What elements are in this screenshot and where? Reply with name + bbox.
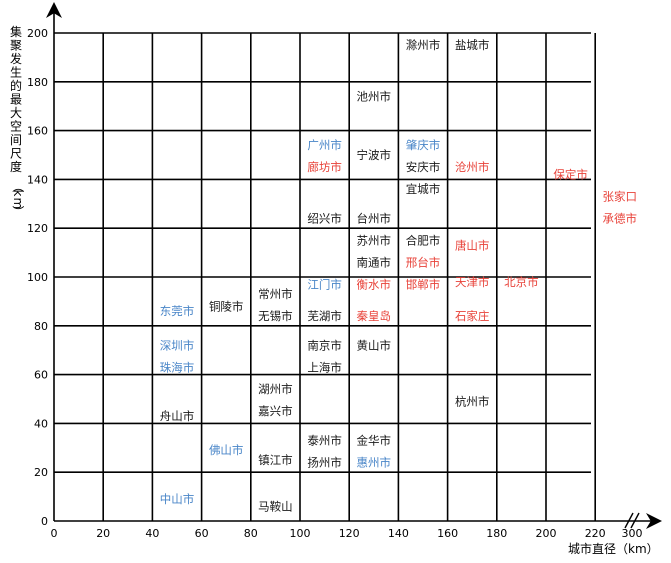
city-label: 南京市 — [307, 338, 342, 352]
city-label: 秦皇岛 — [357, 309, 392, 323]
city-label: 无锡市 — [258, 309, 293, 323]
city-label: 绍兴市 — [307, 211, 342, 225]
city-label: 广州市 — [307, 138, 342, 152]
city-label: 衡水市 — [357, 277, 392, 291]
y-axis-title-char: （ — [11, 181, 25, 193]
y-tick-label: 180 — [27, 76, 48, 89]
city-label: 合肥市 — [406, 233, 441, 247]
city-label: 肇庆市 — [406, 138, 441, 152]
city-label: 镇江市 — [258, 453, 293, 467]
city-label: 佛山市 — [209, 443, 244, 457]
city-label: 江门市 — [307, 277, 342, 291]
city-label: 唐山市 — [455, 238, 490, 252]
y-tick-label: 60 — [34, 369, 48, 382]
y-tick-label: 0 — [41, 515, 48, 528]
city-label: 苏州市 — [357, 233, 392, 247]
x-tick-label: 200 — [536, 527, 557, 540]
x-tick-label: 220 — [585, 527, 606, 540]
city-label: 天津市 — [455, 275, 490, 289]
city-label: 马鞍山 — [258, 499, 293, 513]
city-label: 沧州市 — [455, 160, 490, 174]
city-label: 珠海市 — [160, 360, 195, 374]
y-tick-label: 80 — [34, 320, 48, 333]
city-label: 杭州市 — [455, 394, 490, 408]
city-label: 邯郸市 — [406, 277, 441, 291]
city-label: 舟山市 — [160, 409, 195, 423]
x-tick-label: 140 — [388, 527, 409, 540]
x-tick-label: 80 — [244, 527, 258, 540]
axes — [46, 2, 662, 529]
city-label: 盐城市 — [455, 38, 490, 52]
y-tick-label: 120 — [27, 222, 48, 235]
y-tick-label: 160 — [27, 125, 48, 138]
axis-break-mark — [624, 512, 634, 529]
axis-break-mark — [630, 512, 640, 529]
grid — [54, 32, 597, 521]
city-label: 安庆市 — [406, 160, 441, 174]
x-tick-label: 160 — [437, 527, 458, 540]
city-label: 石家庄 — [455, 309, 490, 323]
x-tick-label: 180 — [486, 527, 507, 540]
y-tick-label: 20 — [34, 466, 48, 479]
city-label: 北京市 — [504, 275, 539, 289]
city-label: 常州市 — [258, 287, 293, 301]
city-label: 黄山市 — [357, 338, 392, 352]
city-label: 泰州市 — [307, 433, 342, 447]
y-axis-title-char: m — [11, 198, 25, 210]
city-label: 保定市 — [553, 168, 588, 182]
city-label: 宜城市 — [406, 182, 441, 196]
tick-labels: 0 20 40 60 80 100 120 140 160 180 200 220 300 0 20 40 60… — [27, 27, 643, 540]
x-axis-title: 城市直径（km） — [568, 541, 659, 556]
city-label: 张家口 — [603, 189, 638, 203]
y-axis-title-char: ） — [11, 206, 25, 218]
city-label: 金华市 — [357, 433, 392, 447]
city-label: 南通市 — [357, 255, 392, 269]
city-label: 池州市 — [357, 89, 392, 103]
city-label: 邢台市 — [406, 255, 441, 269]
x-tick-label: 120 — [339, 527, 360, 540]
y-axis-title: 集聚发生的最大空间尺度 — [10, 24, 22, 174]
city-label: 芜湖市 — [307, 309, 342, 323]
city-label: 宁波市 — [357, 148, 392, 162]
x-tick-label: 60 — [195, 527, 209, 540]
city-label: 湖州市 — [258, 382, 293, 396]
y-tick-label: 200 — [27, 27, 48, 40]
city-label: 上海市 — [307, 360, 342, 374]
y-tick-label: 100 — [27, 271, 48, 284]
y-tick-label: 40 — [34, 417, 48, 430]
x-tick-label: 40 — [145, 527, 159, 540]
city-label: 中山市 — [160, 492, 195, 506]
city-label: 铜陵市 — [209, 299, 244, 313]
city-label: 惠州市 — [357, 455, 392, 469]
city-label: 台州市 — [357, 211, 392, 225]
city-label: 深圳市 — [160, 338, 195, 352]
x-tick-label: 100 — [290, 527, 311, 540]
y-tick-label: 140 — [27, 173, 48, 186]
x-tick-label: 300 — [622, 527, 643, 540]
y-axis-title-char: k — [11, 190, 25, 197]
city-label: 扬州市 — [307, 455, 342, 469]
x-tick-label: 20 — [96, 527, 110, 540]
city-label: 承德市 — [603, 211, 638, 225]
city-label: 滁州市 — [406, 38, 441, 52]
city-label: 廊坊市 — [307, 160, 342, 174]
city-label: 嘉兴市 — [258, 404, 293, 418]
city-label: 东莞市 — [160, 304, 195, 318]
x-tick-label: 0 — [51, 527, 58, 540]
